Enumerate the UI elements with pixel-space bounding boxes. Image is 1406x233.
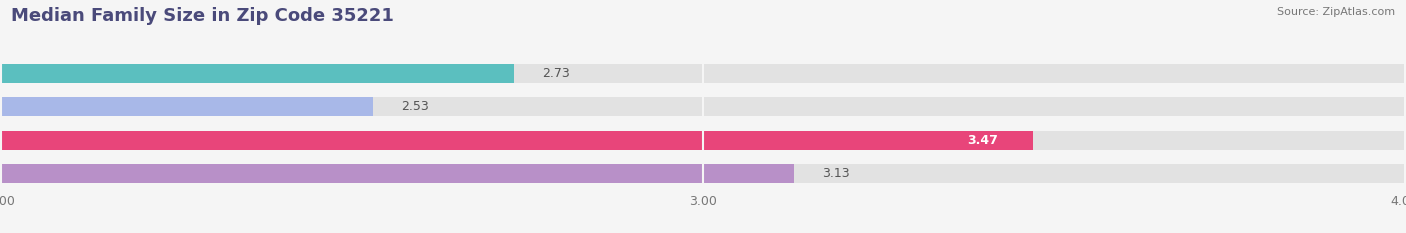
Text: 3.13: 3.13 [823,167,849,180]
Text: 3.47: 3.47 [967,134,998,147]
Bar [0,130,1405,150]
Bar [0,97,1405,116]
Bar [0,130,1405,150]
Bar [0,130,1033,150]
Bar [0,64,1405,83]
Bar [0,64,513,83]
Text: Median Family Size in Zip Code 35221: Median Family Size in Zip Code 35221 [11,7,394,25]
Bar [0,64,1405,83]
Bar [0,97,1405,116]
Bar [0,164,1405,183]
Text: 2.53: 2.53 [401,100,429,113]
Bar [0,97,373,116]
Bar [0,164,794,183]
Bar [0,164,1405,183]
Text: Source: ZipAtlas.com: Source: ZipAtlas.com [1277,7,1395,17]
Text: 2.73: 2.73 [541,67,569,80]
